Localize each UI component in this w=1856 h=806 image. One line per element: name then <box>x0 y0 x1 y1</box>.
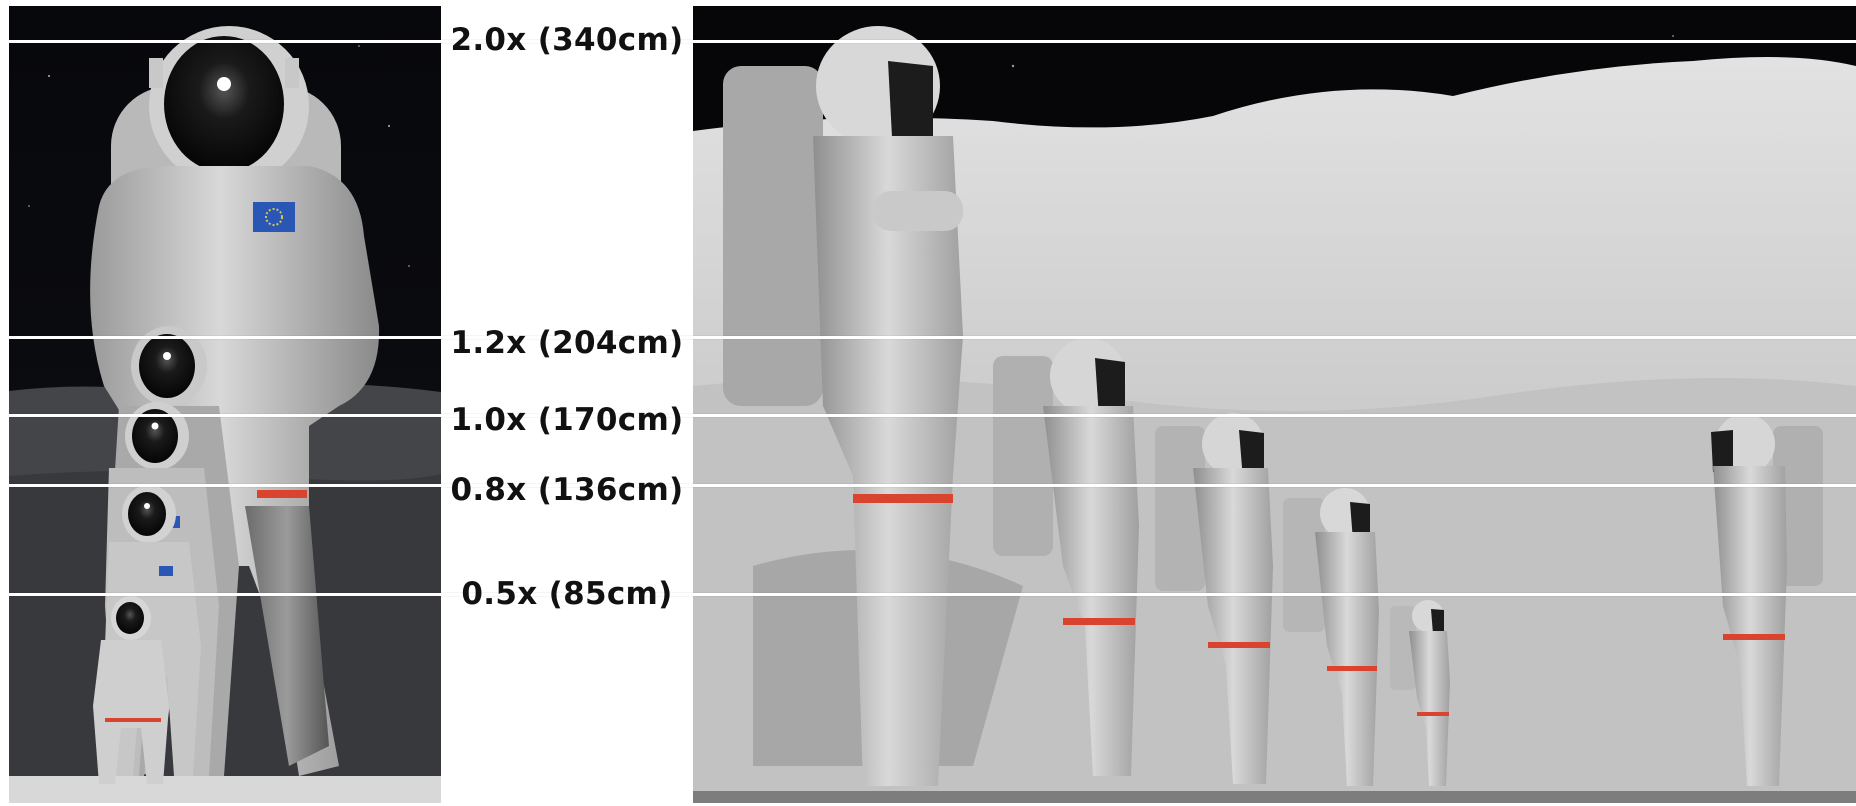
scale-label-1-2x: 1.2x (204cm) <box>450 325 684 361</box>
scale-line-0-5x <box>9 593 1856 596</box>
scale-line-1-2x <box>9 336 1856 339</box>
astronaut-1-2x-side <box>993 338 1139 776</box>
scale-label-0-8x: 0.8x (136cm) <box>450 472 684 508</box>
scale-line-1x <box>9 414 1856 417</box>
astronaut-0-5x-side <box>1390 600 1450 786</box>
front-view-illustration <box>9 26 441 803</box>
scale-line-2x <box>9 40 1856 43</box>
astronaut-facing-left <box>1711 414 1823 786</box>
astronaut-0-5x-front <box>93 596 169 784</box>
scale-label-0-5x: 0.5x (85cm) <box>461 576 673 612</box>
scale-label-2x: 2.0x (340cm) <box>450 22 684 58</box>
side-view-render <box>693 6 1856 803</box>
side-view-illustration <box>693 6 1856 803</box>
scale-line-0-8x <box>9 484 1856 487</box>
astronaut-1x-side <box>1155 413 1273 784</box>
astronaut-2x-side <box>723 26 963 786</box>
front-view-render <box>9 6 441 803</box>
scale-label-1x: 1.0x (170cm) <box>450 402 684 438</box>
